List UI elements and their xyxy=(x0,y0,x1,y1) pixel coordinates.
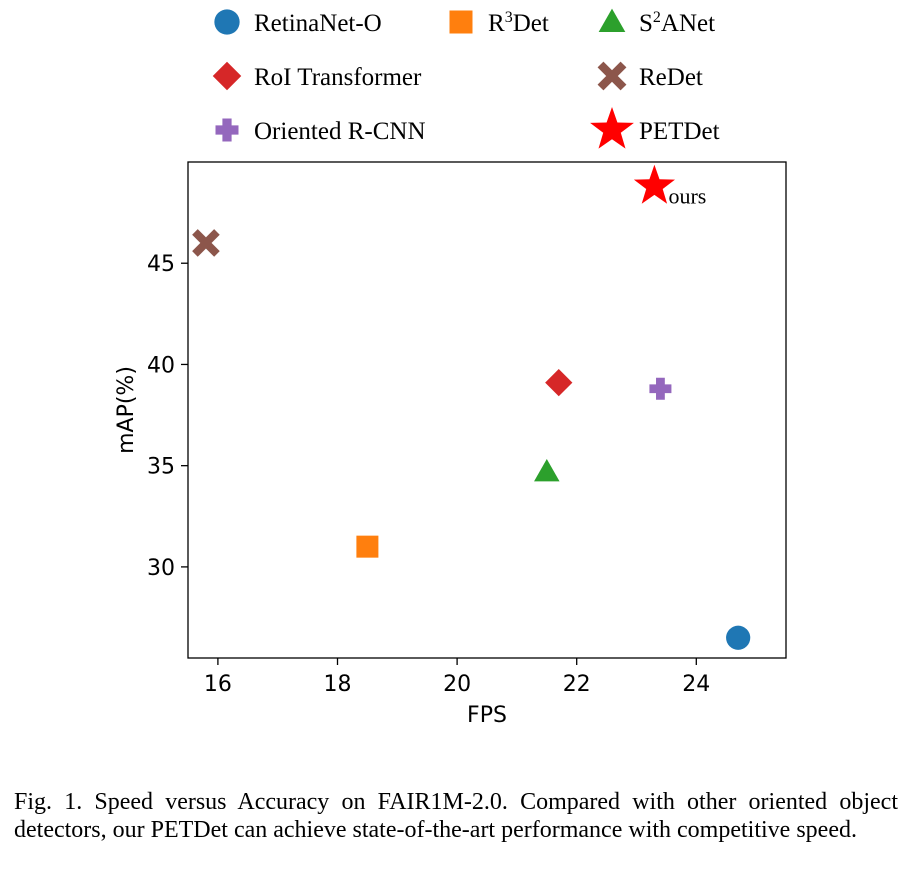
y-tick-label: 30 xyxy=(147,556,175,581)
legend-marker-roi-transformer xyxy=(212,61,242,91)
legend-label-roi-transformer: RoI Transformer xyxy=(254,64,422,91)
legend-label-r3det: R3Det xyxy=(488,9,549,37)
y-tick-label: 40 xyxy=(147,353,175,378)
plot-frame xyxy=(187,161,787,659)
legend-marker-petdet xyxy=(590,107,634,149)
y-tick-label: 35 xyxy=(147,455,175,480)
point-oriented-r-cnn xyxy=(649,377,672,400)
x-tick-label: 24 xyxy=(682,672,710,697)
ours-annotation: ours xyxy=(668,183,706,208)
point-s2anet xyxy=(534,458,560,482)
scatter-chart: RetinaNet-O R3Det S2ANet RoI Transformer ReD… xyxy=(114,8,787,728)
x-tick-label: 16 xyxy=(204,672,232,697)
point-r3det xyxy=(356,535,379,558)
point-roi-transformer xyxy=(545,369,573,397)
legend: RetinaNet-O R3Det S2ANet RoI Transformer ReD… xyxy=(212,8,720,149)
axis-ticks: 16 18 20 22 24 30 35 40 45 xyxy=(147,252,710,697)
y-tick-label: 45 xyxy=(147,252,175,277)
point-petdet xyxy=(633,164,675,204)
legend-label-petdet: PETDet xyxy=(639,118,720,145)
data-points: ours xyxy=(192,164,751,650)
y-axis-label: mAP(%) xyxy=(114,366,139,454)
legend-marker-retinanet-o xyxy=(214,9,240,35)
point-redet xyxy=(192,229,220,257)
legend-label-retinanet-o: RetinaNet-O xyxy=(254,10,382,37)
figure-caption: Fig. 1. Speed versus Accuracy on FAIR1M-… xyxy=(14,789,898,843)
legend-marker-r3det xyxy=(449,10,473,34)
x-tick-label: 20 xyxy=(443,672,471,697)
x-axis-label: FPS xyxy=(467,703,507,728)
legend-marker-oriented-r-cnn xyxy=(215,118,239,142)
legend-label-s2anet: S2ANet xyxy=(639,9,715,37)
x-tick-label: 22 xyxy=(563,672,591,697)
legend-marker-redet xyxy=(597,61,627,91)
x-tick-label: 18 xyxy=(324,672,352,697)
legend-marker-s2anet xyxy=(598,8,626,33)
legend-label-oriented-r-cnn: Oriented R-CNN xyxy=(254,118,426,145)
point-retinanet-o xyxy=(726,625,751,650)
legend-label-redet: ReDet xyxy=(639,64,703,91)
